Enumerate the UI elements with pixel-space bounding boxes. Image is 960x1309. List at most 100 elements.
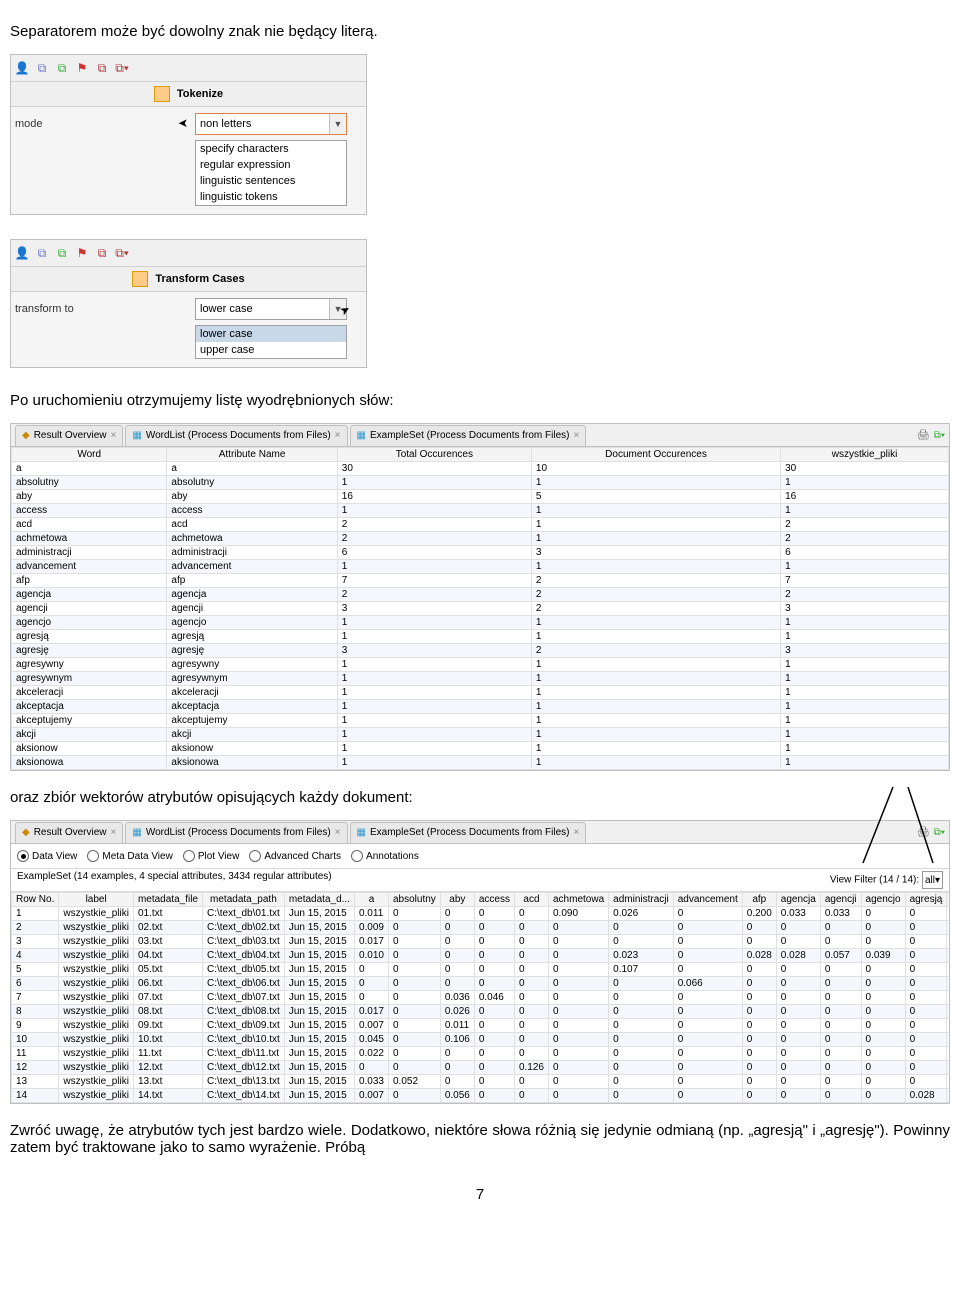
table-row[interactable]: agencjiagencji323 xyxy=(12,602,949,616)
table-row[interactable]: akcjiakcji111 xyxy=(12,728,949,742)
column-header[interactable]: agencjo xyxy=(861,893,905,907)
dropdown-option[interactable]: upper case xyxy=(196,342,346,358)
column-header[interactable]: administracji xyxy=(609,893,674,907)
x-icon[interactable]: ⧉ xyxy=(95,61,109,75)
close-icon[interactable]: × xyxy=(573,430,579,441)
table-row[interactable]: 8wszystkie_pliki08.txtC:\text_db\08.txtJ… xyxy=(12,1005,950,1019)
print-icon[interactable]: 🖨 xyxy=(917,827,930,838)
radio-advanced-charts[interactable]: Advanced Charts xyxy=(249,850,341,862)
export-icon[interactable]: ⧉▾ xyxy=(934,827,945,838)
column-header[interactable]: aby xyxy=(440,893,474,907)
column-header[interactable]: afp xyxy=(742,893,776,907)
table-row[interactable]: 12wszystkie_pliki12.txtC:\text_db\12.txt… xyxy=(12,1061,950,1075)
script-icon[interactable]: ⧉▾ xyxy=(115,246,129,260)
dup-icon[interactable]: ⧉ xyxy=(35,246,49,260)
person-icon[interactable]: 👤 xyxy=(15,61,29,75)
table-row[interactable]: accessaccess111 xyxy=(12,504,949,518)
chevron-down-icon[interactable]: ▼ xyxy=(329,114,346,134)
table-row[interactable]: 4wszystkie_pliki04.txtC:\text_db\04.txtJ… xyxy=(12,949,950,963)
table-row[interactable]: 7wszystkie_pliki07.txtC:\text_db\07.txtJ… xyxy=(12,991,950,1005)
column-header[interactable]: acd xyxy=(514,893,548,907)
bulb-icon[interactable]: ⧉ xyxy=(55,246,69,260)
x-icon[interactable]: ⧉ xyxy=(95,246,109,260)
table-row[interactable]: agresywnyagresywny111 xyxy=(12,658,949,672)
tab-exampleset[interactable]: ▦ExampleSet (Process Documents from File… xyxy=(350,822,587,843)
table-row[interactable]: aksionowaaksionowa111 xyxy=(12,756,949,770)
tab-result-overview[interactable]: ◆Result Overview× xyxy=(15,425,123,446)
table-row[interactable]: 10wszystkie_pliki10.txtC:\text_db\10.txt… xyxy=(12,1033,950,1047)
tab-result-overview[interactable]: ◆Result Overview× xyxy=(15,822,123,843)
script-icon[interactable]: ⧉▾ xyxy=(115,61,129,75)
tab-exampleset[interactable]: ▦ExampleSet (Process Documents from File… xyxy=(350,425,587,446)
column-header[interactable]: Document Occurences xyxy=(531,448,780,462)
table-row[interactable]: 1wszystkie_pliki01.txtC:\text_db\01.txtJ… xyxy=(12,907,950,921)
radio-metadata-view[interactable]: Meta Data View xyxy=(87,850,172,862)
table-row[interactable]: 9wszystkie_pliki09.txtC:\text_db\09.txtJ… xyxy=(12,1019,950,1033)
table-row[interactable]: akceleracjiakceleracji111 xyxy=(12,686,949,700)
column-header[interactable]: metadata_d... xyxy=(284,893,354,907)
radio-annotations[interactable]: Annotations xyxy=(351,850,419,862)
column-header[interactable]: absolutny xyxy=(389,893,441,907)
close-icon[interactable]: × xyxy=(335,827,341,838)
column-header[interactable]: agresję xyxy=(947,893,949,907)
dropdown-option[interactable]: linguistic sentences xyxy=(196,173,346,189)
flag-icon[interactable]: ⚑ xyxy=(75,61,89,75)
table-row[interactable]: abyaby16516 xyxy=(12,490,949,504)
column-header[interactable]: a xyxy=(354,893,388,907)
table-row[interactable]: aksionowaksionow111 xyxy=(12,742,949,756)
close-icon[interactable]: × xyxy=(573,827,579,838)
column-header[interactable]: wszystkie_pliki xyxy=(781,448,949,462)
table-row[interactable]: akceptacjaakceptacja111 xyxy=(12,700,949,714)
column-header[interactable]: Word xyxy=(12,448,167,462)
tab-wordlist[interactable]: ▦WordList (Process Documents from Files)… xyxy=(125,425,347,446)
table-row[interactable]: agencjaagencja222 xyxy=(12,588,949,602)
column-header[interactable]: Row No. xyxy=(12,893,59,907)
view-filter-select[interactable]: all ▾ xyxy=(922,871,943,889)
column-header[interactable]: achmetowa xyxy=(549,893,609,907)
bulb-icon[interactable]: ⧉ xyxy=(55,61,69,75)
dup-icon[interactable]: ⧉ xyxy=(35,61,49,75)
table-row[interactable]: achmetowaachmetowa212 xyxy=(12,532,949,546)
table-row[interactable]: agresywnymagresywnym111 xyxy=(12,672,949,686)
dropdown-option[interactable]: linguistic tokens xyxy=(196,189,346,205)
table-row[interactable]: administracjiadministracji636 xyxy=(12,546,949,560)
table-row[interactable]: aa301030 xyxy=(12,462,949,476)
print-icon[interactable]: 🖨 xyxy=(917,430,930,441)
table-row[interactable]: 14wszystkie_pliki14.txtC:\text_db\14.txt… xyxy=(12,1089,950,1103)
mode-combo[interactable]: ➤ non letters ▼ xyxy=(195,113,347,135)
flag-icon[interactable]: ⚑ xyxy=(75,246,89,260)
export-icon[interactable]: ⧉▾ xyxy=(934,430,945,441)
table-row[interactable]: agresjąagresją111 xyxy=(12,630,949,644)
tab-wordlist[interactable]: ▦WordList (Process Documents from Files)… xyxy=(125,822,347,843)
radio-data-view[interactable]: Data View xyxy=(17,850,77,862)
column-header[interactable]: agencja xyxy=(776,893,820,907)
column-header[interactable]: agencji xyxy=(820,893,861,907)
table-row[interactable]: akceptujemyakceptujemy111 xyxy=(12,714,949,728)
column-header[interactable]: metadata_path xyxy=(202,893,284,907)
close-icon[interactable]: × xyxy=(111,827,117,838)
table-row[interactable]: 3wszystkie_pliki03.txtC:\text_db\03.txtJ… xyxy=(12,935,950,949)
radio-plot-view[interactable]: Plot View xyxy=(183,850,240,862)
table-row[interactable]: acdacd212 xyxy=(12,518,949,532)
dropdown-option[interactable]: specify characters xyxy=(196,141,346,157)
table-row[interactable]: 11wszystkie_pliki11.txtC:\text_db\11.txt… xyxy=(12,1047,950,1061)
table-row[interactable]: 13wszystkie_pliki13.txtC:\text_db\13.txt… xyxy=(12,1075,950,1089)
table-row[interactable]: absolutnyabsolutny111 xyxy=(12,476,949,490)
transform-combo[interactable]: lower case ▼ ➤ xyxy=(195,298,347,320)
close-icon[interactable]: × xyxy=(111,430,117,441)
close-icon[interactable]: × xyxy=(335,430,341,441)
table-row[interactable]: afpafp727 xyxy=(12,574,949,588)
table-row[interactable]: agresjęagresję323 xyxy=(12,644,949,658)
table-row[interactable]: 6wszystkie_pliki06.txtC:\text_db\06.txtJ… xyxy=(12,977,950,991)
column-header[interactable]: Total Occurences xyxy=(337,448,531,462)
column-header[interactable]: access xyxy=(474,893,514,907)
column-header[interactable]: label xyxy=(59,893,134,907)
column-header[interactable]: Attribute Name xyxy=(167,448,337,462)
table-row[interactable]: agencjoagencjo111 xyxy=(12,616,949,630)
table-row[interactable]: 5wszystkie_pliki05.txtC:\text_db\05.txtJ… xyxy=(12,963,950,977)
table-row[interactable]: 2wszystkie_pliki02.txtC:\text_db\02.txtJ… xyxy=(12,921,950,935)
person-icon[interactable]: 👤 xyxy=(15,246,29,260)
column-header[interactable]: agresją xyxy=(905,893,947,907)
dropdown-option[interactable]: lower case xyxy=(196,326,346,342)
table-row[interactable]: advancementadvancement111 xyxy=(12,560,949,574)
